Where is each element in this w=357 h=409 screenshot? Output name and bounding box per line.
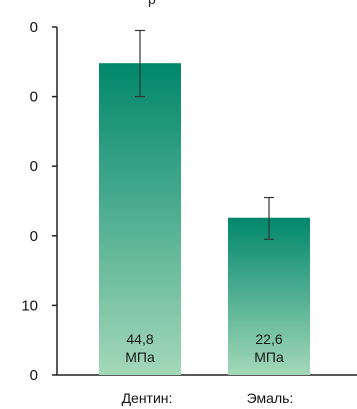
data-label-unit-1: МПа [125,349,155,365]
x-category-label-2: Эмаль: [247,390,294,406]
data-label-unit-2: МПа [254,349,284,365]
bar-2 [228,217,310,375]
data-label-value-2: 22,6 [255,331,282,347]
y-tick-label: 0 [30,228,38,245]
data-label-value-1: 44,8 [126,331,153,347]
y-tick-label: 0 [30,158,38,175]
y-tick-label: 0 [30,19,38,36]
y-tick-label: 10 [21,297,38,314]
y-tick-label: 0 [30,367,38,384]
x-category-label-1: Дентин: [122,390,173,406]
chart-title-fragment: р [148,0,156,7]
y-tick-label: 0 [30,89,38,106]
bar-1 [99,63,181,375]
